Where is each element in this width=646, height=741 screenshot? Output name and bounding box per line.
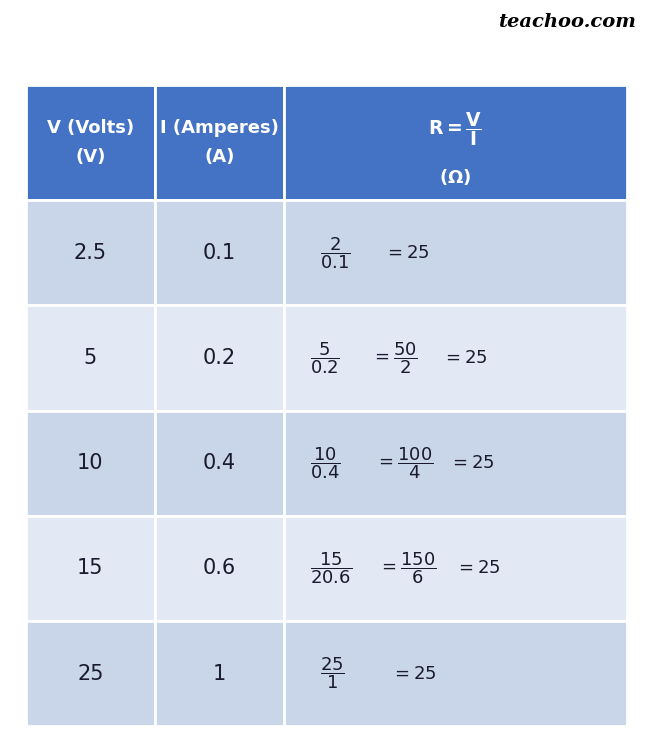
Text: 0.2: 0.2 xyxy=(203,348,236,368)
Text: $\dfrac{25}{1}$: $\dfrac{25}{1}$ xyxy=(320,656,344,691)
Text: 25: 25 xyxy=(77,664,103,683)
FancyBboxPatch shape xyxy=(26,85,155,200)
Text: $\dfrac{10}{0.4}$: $\dfrac{10}{0.4}$ xyxy=(310,445,340,481)
FancyBboxPatch shape xyxy=(26,621,155,726)
Text: $= 25$: $= 25$ xyxy=(443,349,488,367)
FancyBboxPatch shape xyxy=(284,305,627,411)
FancyBboxPatch shape xyxy=(155,411,284,516)
Text: 15: 15 xyxy=(77,559,103,578)
Text: $= 25$: $= 25$ xyxy=(391,665,436,682)
Text: 0.1: 0.1 xyxy=(203,243,236,262)
Text: $\dfrac{2}{0.1}$: $\dfrac{2}{0.1}$ xyxy=(320,235,350,270)
Text: $= \dfrac{150}{6}$: $= \dfrac{150}{6}$ xyxy=(378,551,436,586)
FancyBboxPatch shape xyxy=(284,411,627,516)
FancyBboxPatch shape xyxy=(155,516,284,621)
Text: $\mathbf{R = \dfrac{V}{I}}$: $\mathbf{R = \dfrac{V}{I}}$ xyxy=(428,110,483,147)
Text: $= 25$: $= 25$ xyxy=(455,559,501,577)
Text: $\mathbf{(\Omega)}$: $\mathbf{(\Omega)}$ xyxy=(439,167,472,187)
FancyBboxPatch shape xyxy=(284,621,627,726)
Text: $= 25$: $= 25$ xyxy=(449,454,494,472)
Text: 2.5: 2.5 xyxy=(74,243,107,262)
Text: $= 25$: $= 25$ xyxy=(384,244,430,262)
FancyBboxPatch shape xyxy=(284,200,627,305)
Text: $\dfrac{5}{0.2}$: $\dfrac{5}{0.2}$ xyxy=(310,340,340,376)
FancyBboxPatch shape xyxy=(284,85,627,200)
Text: 5: 5 xyxy=(84,348,97,368)
Text: $\dfrac{15}{20.6}$: $\dfrac{15}{20.6}$ xyxy=(310,551,352,586)
FancyBboxPatch shape xyxy=(26,200,155,305)
FancyBboxPatch shape xyxy=(155,621,284,726)
FancyBboxPatch shape xyxy=(155,305,284,411)
FancyBboxPatch shape xyxy=(26,305,155,411)
Text: 10: 10 xyxy=(77,453,103,473)
FancyBboxPatch shape xyxy=(155,85,284,200)
FancyBboxPatch shape xyxy=(155,200,284,305)
Text: 0.4: 0.4 xyxy=(203,453,236,473)
Text: $= \dfrac{50}{2}$: $= \dfrac{50}{2}$ xyxy=(371,340,419,376)
FancyBboxPatch shape xyxy=(26,411,155,516)
FancyBboxPatch shape xyxy=(26,516,155,621)
Text: $= \dfrac{100}{4}$: $= \dfrac{100}{4}$ xyxy=(375,445,433,481)
Text: 1: 1 xyxy=(213,664,226,683)
FancyBboxPatch shape xyxy=(284,516,627,621)
Text: 0.6: 0.6 xyxy=(203,559,236,578)
Text: V (Volts)
(V): V (Volts) (V) xyxy=(47,119,134,166)
Text: teachoo.com: teachoo.com xyxy=(499,13,636,31)
Text: I (Amperes)
(A): I (Amperes) (A) xyxy=(160,119,279,166)
